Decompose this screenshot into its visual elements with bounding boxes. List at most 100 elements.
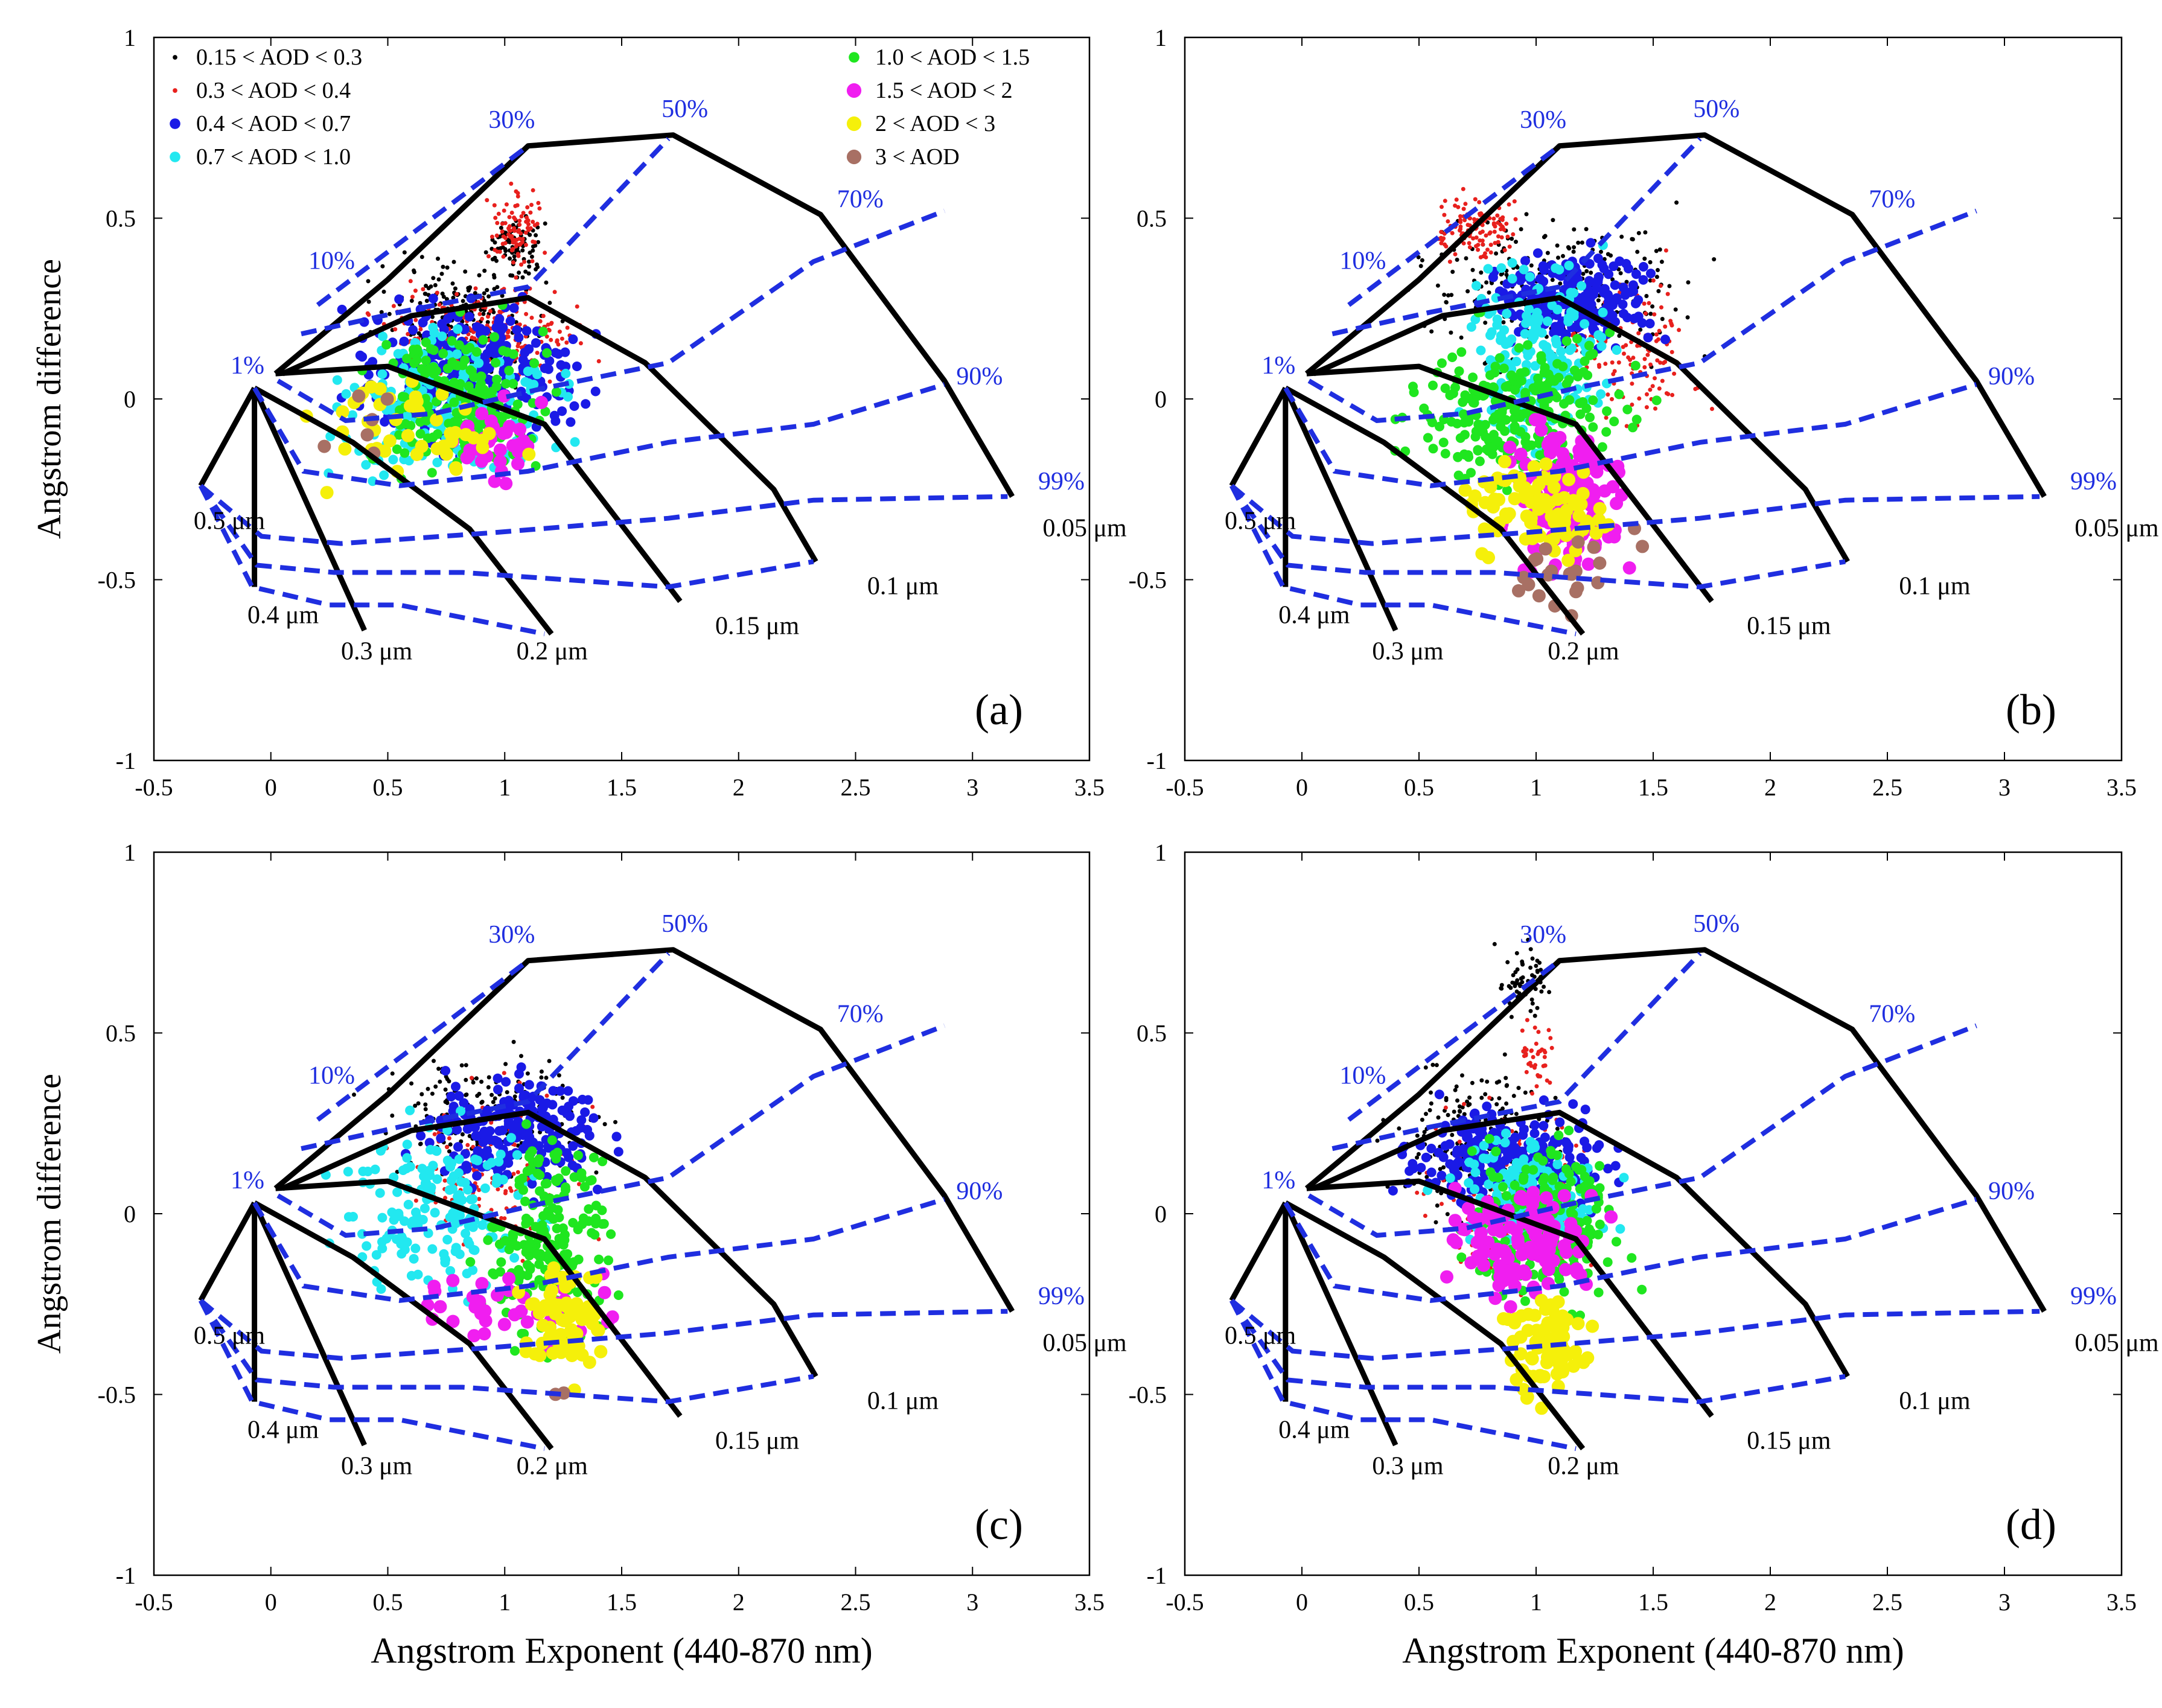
x-tick-label: 0 xyxy=(1296,1589,1308,1616)
data-point xyxy=(420,369,430,379)
data-point xyxy=(1511,357,1522,366)
x-tick-label: 2 xyxy=(733,774,745,801)
data-point xyxy=(488,309,493,313)
data-point xyxy=(1524,511,1538,525)
data-point xyxy=(320,486,334,500)
data-point xyxy=(452,349,462,359)
data-point xyxy=(1580,1104,1590,1115)
data-point xyxy=(512,226,517,231)
data-point xyxy=(400,1240,410,1249)
data-point xyxy=(1485,1079,1490,1084)
fine-mode-fraction-line xyxy=(1230,483,2040,546)
data-point xyxy=(1520,959,1525,964)
particle-size-label: 0.3 μm xyxy=(341,1452,413,1480)
data-point xyxy=(1633,311,1644,322)
data-point xyxy=(1529,1120,1540,1130)
data-point xyxy=(395,1170,400,1174)
data-point xyxy=(1572,245,1577,250)
data-point xyxy=(317,439,331,453)
data-point xyxy=(547,1059,552,1063)
data-point xyxy=(1420,1117,1424,1122)
data-point xyxy=(529,380,539,390)
data-point xyxy=(1461,186,1465,191)
data-point xyxy=(518,1185,528,1195)
data-point xyxy=(457,1195,467,1205)
data-point xyxy=(1507,984,1511,989)
data-point xyxy=(480,316,485,321)
data-point xyxy=(590,1104,595,1109)
x-tick-label: 3.5 xyxy=(2106,774,2137,801)
data-point xyxy=(509,211,514,215)
data-point xyxy=(1531,1055,1535,1059)
data-point xyxy=(1622,561,1636,575)
data-point xyxy=(436,1066,441,1071)
data-point xyxy=(533,243,538,248)
legend-marker xyxy=(846,116,862,132)
data-point xyxy=(1659,305,1663,310)
data-point xyxy=(1483,1092,1488,1097)
fine-mode-fraction-label: 90% xyxy=(1988,363,2035,390)
data-point xyxy=(1499,986,1504,990)
data-point xyxy=(1540,1132,1550,1142)
data-point xyxy=(503,221,508,226)
data-point xyxy=(463,443,477,457)
data-point xyxy=(421,1178,432,1188)
fine-mode-fraction-line xyxy=(198,484,545,637)
particle-size-label: 0.4 μm xyxy=(247,1416,319,1444)
data-point xyxy=(1619,308,1629,319)
x-tick-label: 2 xyxy=(733,1589,745,1616)
data-point xyxy=(377,1212,387,1223)
data-point xyxy=(1663,324,1668,329)
data-point xyxy=(515,1170,520,1174)
data-point xyxy=(1645,352,1650,357)
data-point xyxy=(442,1235,453,1244)
data-point xyxy=(1474,235,1479,240)
data-point xyxy=(497,1318,511,1331)
data-point xyxy=(1408,1164,1418,1174)
data-point xyxy=(520,248,525,253)
data-point xyxy=(570,437,580,447)
data-point xyxy=(1490,368,1500,378)
series-yellow xyxy=(512,1261,608,1397)
data-point xyxy=(1450,231,1455,235)
data-point xyxy=(1644,294,1649,298)
data-point xyxy=(390,1114,395,1118)
data-point xyxy=(529,203,534,207)
data-point xyxy=(1642,301,1647,306)
data-point xyxy=(1474,244,1478,249)
data-point xyxy=(498,346,508,356)
data-point xyxy=(1437,1170,1447,1181)
data-point xyxy=(1655,358,1660,363)
data-point xyxy=(493,454,507,468)
data-point xyxy=(613,1290,623,1300)
data-point xyxy=(1408,381,1418,392)
data-point xyxy=(482,348,493,358)
data-point xyxy=(1527,460,1541,474)
particle-size-label: 0.05 μm xyxy=(2074,515,2159,543)
data-point xyxy=(501,1077,511,1087)
data-point xyxy=(1492,942,1497,946)
data-point xyxy=(474,454,488,468)
data-point xyxy=(419,1203,430,1214)
data-point xyxy=(1448,388,1458,398)
data-point xyxy=(549,337,553,342)
data-point xyxy=(378,331,388,342)
data-point xyxy=(1473,197,1478,202)
data-point xyxy=(1494,1102,1499,1107)
data-point xyxy=(1631,415,1642,425)
data-point xyxy=(1430,1062,1435,1067)
data-point xyxy=(406,332,410,336)
data-point xyxy=(1624,279,1629,284)
data-point xyxy=(594,1170,599,1175)
fine-mode-fraction-label: 70% xyxy=(1869,186,1915,214)
data-point xyxy=(436,1133,446,1143)
data-point xyxy=(336,405,349,419)
data-point xyxy=(1553,431,1567,444)
data-point xyxy=(536,200,541,205)
data-point xyxy=(1539,457,1553,471)
data-point xyxy=(1496,263,1507,273)
data-point xyxy=(1453,252,1458,257)
data-point xyxy=(511,260,515,265)
data-point xyxy=(518,241,523,246)
data-point xyxy=(497,310,502,314)
